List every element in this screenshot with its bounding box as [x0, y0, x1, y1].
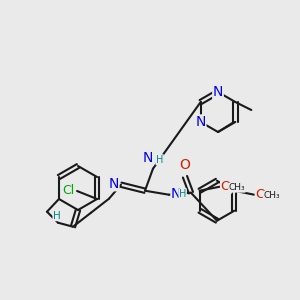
- Text: CH₃: CH₃: [263, 191, 280, 200]
- Text: N: N: [213, 85, 223, 99]
- Text: N: N: [196, 115, 206, 129]
- Text: O: O: [255, 188, 266, 201]
- Text: N: N: [171, 187, 181, 201]
- Text: Cl: Cl: [62, 184, 74, 197]
- Text: N: N: [143, 151, 153, 165]
- Text: H: H: [179, 189, 186, 199]
- Text: CH₃: CH₃: [229, 183, 245, 192]
- Text: O: O: [220, 180, 231, 193]
- Text: O: O: [179, 158, 191, 172]
- Text: H: H: [53, 211, 61, 221]
- Text: N: N: [109, 177, 119, 191]
- Text: H: H: [156, 155, 163, 165]
